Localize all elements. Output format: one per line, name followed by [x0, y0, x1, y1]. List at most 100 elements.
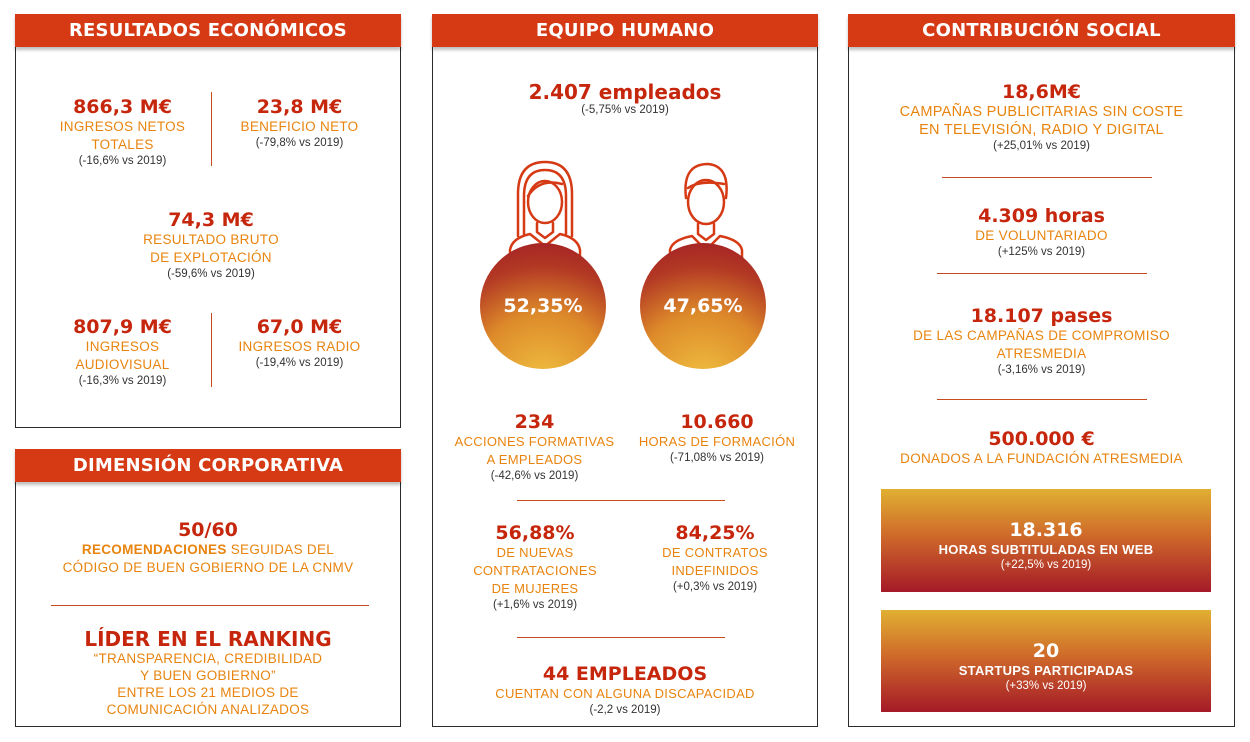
stat-label: CONTRATACIONES	[473, 563, 597, 578]
stat-campanas: 18,6M€ CAMPAÑAS PUBLICITARIAS SIN COSTE …	[858, 81, 1225, 154]
woman-icon	[508, 160, 582, 262]
stat-value: 20	[1032, 640, 1060, 662]
stat-value: 84,25%	[675, 522, 755, 544]
stat-comparison: (+125% vs 2019)	[997, 246, 1086, 258]
stat-label: DE LAS CAMPAÑAS DE COMPROMISO	[913, 328, 1170, 343]
stat-label: EN TELEVISIÓN, RADIO Y DIGITAL	[919, 122, 1164, 138]
stat-empleados: 2.407 empleados (-5,75% vs 2019)	[432, 81, 818, 118]
stat-value: 500.000 €	[988, 428, 1095, 450]
equipo-panel	[432, 30, 818, 727]
stat-label-bold: RECOMENDACIONES	[81, 542, 227, 557]
social-header: CONTRIBUCIÓN SOCIAL	[848, 14, 1235, 47]
startups-box: 20 STARTUPS PARTICIPADAS (+33% vs 2019)	[881, 610, 1211, 712]
equipo-header: EQUIPO HUMANO	[432, 14, 818, 47]
stat-audiovisual: 807,9 M€ INGRESOS AUDIOVISUAL (-16,3% vs…	[35, 316, 210, 389]
stat-label: INGRESOS NETOS	[59, 119, 186, 134]
stat-voluntariado: 4.309 horas DE VOLUNTARIADO (+125% vs 20…	[858, 205, 1225, 260]
stat-comparison: (-5,75% vs 2019)	[581, 104, 669, 116]
stat-label: ACCIONES FORMATIVAS	[454, 434, 615, 449]
stat-comparison: (-2,2 vs 2019)	[589, 704, 661, 716]
stat-value: 234	[514, 411, 555, 433]
stat-label: “TRANSPARENCIA, CREDIBILIDAD	[93, 651, 323, 666]
subtituladas-box: 18.316 HORAS SUBTITULADAS EN WEB (+22,5%…	[881, 489, 1211, 592]
stat-label: AUDIOVISUAL	[75, 357, 170, 372]
stat-comparison: (-59,6% vs 2019)	[167, 268, 255, 280]
stat-comparison: (+22,5% vs 2019)	[1000, 559, 1092, 571]
divider	[942, 177, 1152, 178]
stat-value: 23,8 M€	[256, 96, 343, 118]
stat-label: CUENTAN CON ALGUNA DISCAPACIDAD	[495, 686, 755, 701]
stat-pases: 18.107 pases DE LAS CAMPAÑAS DE COMPROMI…	[858, 305, 1225, 378]
stat-nuevas-contrataciones: 56,88% DE NUEVAS CONTRATACIONES DE MUJER…	[445, 522, 625, 613]
stat-label: INGRESOS	[85, 339, 160, 354]
stat-comparison: (-19,4% vs 2019)	[255, 357, 344, 369]
stat-resultado-bruto: 74,3 M€ RESULTADO BRUTO DE EXPLOTACIÓN (…	[35, 209, 387, 282]
stat-label: SEGUIDAS DEL	[226, 542, 335, 557]
stat-value: 4.309 horas	[978, 205, 1105, 227]
stat-value: 56,88%	[495, 522, 575, 544]
stat-value: 10.660	[680, 411, 754, 433]
stat-comparison: (-3,16% vs 2019)	[997, 364, 1086, 376]
stat-comparison: (-79,8% vs 2019)	[255, 137, 344, 149]
divider	[211, 313, 212, 387]
stat-label: DE CONTRATOS	[662, 545, 768, 560]
stat-donados: 500.000 € DONADOS A LA FUNDACIÓN ATRESME…	[858, 428, 1225, 468]
divider	[937, 399, 1147, 400]
stat-acciones-formativas: 234 ACCIONES FORMATIVAS A EMPLEADOS (-42…	[442, 411, 627, 484]
corporativa-header: DIMENSIÓN CORPORATIVA	[15, 449, 401, 482]
stat-value: 18.316	[1009, 519, 1083, 541]
stat-beneficio: 23,8 M€ BENEFICIO NETO (-79,8% vs 2019)	[212, 96, 387, 151]
stat-recomendaciones: 50/60 RECOMENDACIONES SEGUIDAS DEL CÓDIG…	[25, 519, 391, 577]
stat-label: DONADOS A LA FUNDACIÓN ATRESMEDIA	[900, 451, 1183, 466]
stat-comparison: (+33% vs 2019)	[1005, 680, 1087, 692]
stat-label: CAMPAÑAS PUBLICITARIAS SIN COSTE	[899, 104, 1184, 120]
women-percentage-circle: 52,35%	[480, 243, 606, 369]
stat-label: DE NUEVAS	[496, 545, 574, 560]
divider	[517, 500, 725, 501]
stat-discapacidad: 44 EMPLEADOS CUENTAN CON ALGUNA DISCAPAC…	[432, 663, 818, 718]
stat-value: 44 EMPLEADOS	[542, 663, 708, 685]
stat-ingresos-netos: 866,3 M€ INGRESOS NETOS TOTALES (-16,6% …	[35, 96, 210, 169]
stat-label: HORAS SUBTITULADAS EN WEB	[938, 542, 1154, 557]
stat-ranking: LÍDER EN EL RANKING “TRANSPARENCIA, CRED…	[25, 628, 391, 718]
stat-label: COMUNICACIÓN ANALIZADOS	[106, 702, 310, 717]
stat-value: 74,3 M€	[168, 209, 254, 231]
stat-label: CÓDIGO DE BUEN GOBIERNO DE LA CNMV	[62, 560, 354, 575]
stat-label: RESULTADO BRUTO	[143, 232, 279, 247]
stat-value: LÍDER EN EL RANKING	[84, 627, 332, 651]
stat-label: ATRESMEDIA	[996, 346, 1087, 361]
divider	[517, 637, 725, 638]
divider	[937, 273, 1147, 274]
stat-label: A EMPLEADOS	[486, 452, 583, 467]
resultados-header: RESULTADOS ECONÓMICOS	[15, 14, 401, 47]
stat-value: 2.407 empleados	[528, 80, 722, 104]
stat-label: Y BUEN GOBIERNO”	[140, 668, 276, 683]
stat-comparison: (-16,6% vs 2019)	[78, 155, 167, 167]
stat-label: HORAS DE FORMACIÓN	[638, 434, 796, 449]
stat-value: 50/60	[178, 519, 238, 541]
stat-label: INDEFINIDOS	[671, 563, 759, 578]
stat-comparison: (+1,6% vs 2019)	[492, 599, 578, 611]
stat-comparison: (+0,3% vs 2019)	[672, 581, 758, 593]
stat-comparison: (-16,3% vs 2019)	[78, 375, 167, 387]
men-percentage-circle: 47,65%	[640, 243, 766, 369]
resultados-panel	[15, 30, 401, 428]
stat-label: INGRESOS RADIO	[238, 339, 361, 354]
stat-value: 67,0 M€	[256, 316, 343, 338]
stat-value: 18.107 pases	[970, 305, 1113, 327]
stat-value: 18,6M€	[1001, 81, 1081, 103]
divider	[211, 92, 212, 166]
stat-comparison: (+25,01% vs 2019)	[993, 140, 1090, 152]
stat-comparison: (-71,08% vs 2019)	[670, 452, 764, 464]
stat-value: 807,9 M€	[73, 316, 172, 338]
stat-label: DE VOLUNTARIADO	[975, 228, 1108, 243]
stat-contratos-indefinidos: 84,25% DE CONTRATOS INDEFINIDOS (+0,3% v…	[625, 522, 805, 595]
stat-horas-formacion: 10.660 HORAS DE FORMACIÓN (-71,08% vs 20…	[627, 411, 807, 466]
stat-value: 866,3 M€	[73, 96, 172, 118]
stat-label: ENTRE LOS 21 MEDIOS DE	[117, 685, 299, 700]
stat-label: DE MUJERES	[491, 581, 579, 596]
stat-comparison: (-42,6% vs 2019)	[490, 470, 579, 482]
stat-label: STARTUPS PARTICIPADAS	[958, 663, 1134, 678]
stat-label: DE EXPLOTACIÓN	[150, 250, 272, 265]
stat-label: BENEFICIO NETO	[240, 119, 359, 134]
